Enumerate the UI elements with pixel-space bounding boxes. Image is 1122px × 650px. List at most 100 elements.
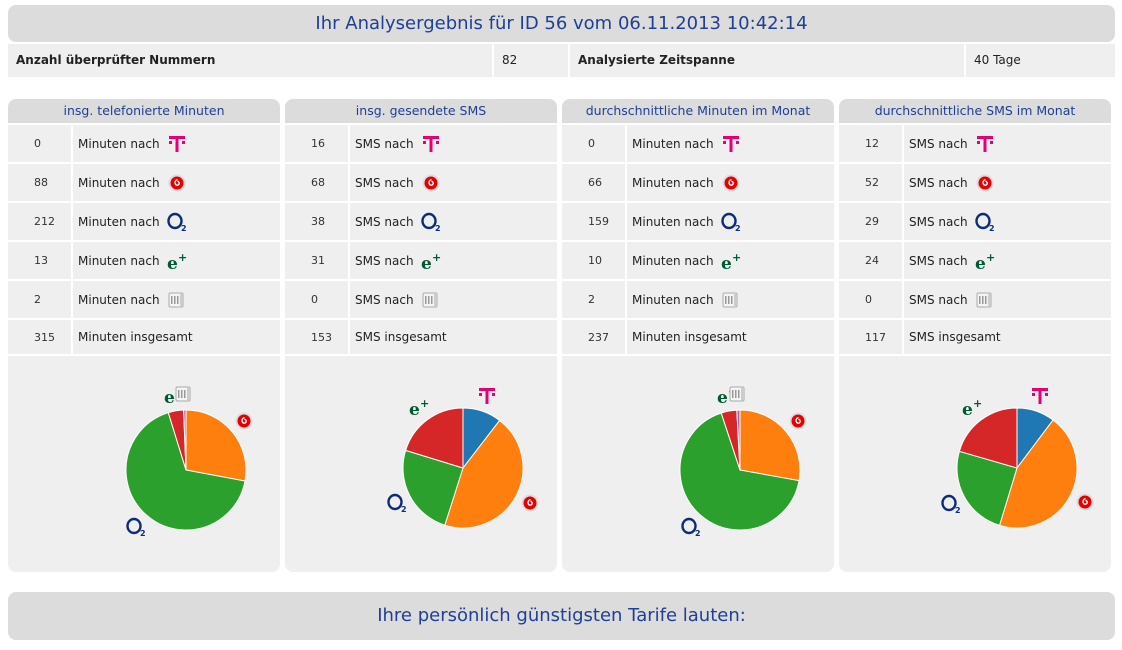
pie-chart: 2e+ xyxy=(8,354,280,572)
row-label: Minuten nach xyxy=(78,253,160,268)
row-label-cell: SMS nach e + xyxy=(904,242,1111,279)
table-row: 0 SMS nach xyxy=(285,279,557,318)
pie-chart-svg: 2e+ xyxy=(125,385,256,537)
pie-slice-eplus xyxy=(405,407,464,469)
row-label: Minuten nach xyxy=(78,292,160,307)
pie-chart-svg: 2 e+ xyxy=(940,386,1097,529)
row-value: 16 xyxy=(285,125,350,162)
svg-text:2: 2 xyxy=(955,506,961,514)
pie-slice-o2 xyxy=(679,412,800,531)
vodafone-icon xyxy=(166,173,188,193)
row-label-cell: Minuten nach xyxy=(627,164,834,201)
vodafone-icon xyxy=(720,173,742,193)
pie-slice-vodafone xyxy=(739,409,801,482)
row-label: Minuten nach xyxy=(632,292,714,307)
total-row: 153 SMS insgesamt xyxy=(285,318,557,354)
row-label-cell: SMS nach xyxy=(904,125,1111,162)
vodafone-icon xyxy=(974,173,996,193)
total-label-cell: SMS insgesamt xyxy=(904,320,1111,354)
table-row: 52 SMS nach xyxy=(839,162,1111,201)
pie-label-vodafone xyxy=(1075,492,1097,512)
svg-text:2: 2 xyxy=(989,224,995,232)
row-label: Minuten nach xyxy=(78,136,160,151)
total-label-cell: SMS insgesamt xyxy=(350,320,557,354)
landline-icon xyxy=(420,290,442,310)
telekom-icon xyxy=(478,386,500,406)
pie-label-eplus: e+ xyxy=(409,397,429,417)
total-label-cell: Minuten insgesamt xyxy=(627,320,834,354)
telekom-icon xyxy=(420,134,442,154)
total-value: 315 xyxy=(8,320,73,354)
row-label-cell: Minuten nach 2 xyxy=(627,203,834,240)
stats-column: insg. gesendete SMS 16 SMS nach 68 SMS nach 3… xyxy=(285,99,557,572)
row-label: SMS nach xyxy=(355,175,414,190)
telekom-icon xyxy=(720,134,742,154)
pie-label-landline xyxy=(729,386,745,402)
row-label: SMS nach xyxy=(909,136,968,151)
row-value: 2 xyxy=(562,281,627,318)
landline-icon xyxy=(974,290,996,310)
eplus-icon: e+ xyxy=(720,251,742,271)
row-label: SMS nach xyxy=(355,214,414,229)
row-label: SMS nach xyxy=(909,214,968,229)
pie-label-vodafone xyxy=(789,412,807,430)
table-row: 66 Minuten nach xyxy=(562,162,834,201)
total-value: 153 xyxy=(285,320,350,354)
svg-text:e: e xyxy=(409,400,420,417)
row-label-cell: SMS nach xyxy=(904,281,1111,318)
landline-icon xyxy=(720,290,742,310)
o2-icon: 2 xyxy=(940,494,962,514)
row-label-cell: Minuten nach 2 xyxy=(73,203,280,240)
total-label: Minuten insgesamt xyxy=(632,330,747,344)
row-label-cell: SMS nach 2 xyxy=(350,203,557,240)
row-label: Minuten nach xyxy=(632,136,714,151)
o2-icon: 2 xyxy=(420,212,442,232)
table-row: 0 SMS nach xyxy=(839,279,1111,318)
row-value: 212 xyxy=(8,203,73,240)
table-row: 38 SMS nach 2 xyxy=(285,201,557,240)
row-value: 66 xyxy=(562,164,627,201)
cheapest-tariffs-heading: Ihre persönlich günstigsten Tarife laute… xyxy=(8,592,1115,640)
page-title: Ihr Analysergebnis für ID 56 vom 06.11.2… xyxy=(8,5,1115,42)
row-label: SMS nach xyxy=(355,253,414,268)
row-label-cell: Minuten nach xyxy=(627,125,834,162)
total-row: 237 Minuten insgesamt xyxy=(562,318,834,354)
o2-icon: 2 xyxy=(720,212,742,232)
time-span-label: Analysierte Zeitspanne xyxy=(570,44,966,77)
table-row: 24 SMS nach e + xyxy=(839,240,1111,279)
row-value: 24 xyxy=(839,242,904,279)
row-label: SMS nach xyxy=(909,292,968,307)
table-row: 0 Minuten nach xyxy=(562,123,834,162)
table-row: 16 SMS nach xyxy=(285,123,557,162)
telekom-icon xyxy=(1031,386,1053,406)
vodafone-icon xyxy=(1075,492,1097,512)
table-row: 31 SMS nach e + xyxy=(285,240,557,279)
pie-label-o2: 2 xyxy=(386,494,406,513)
checked-numbers-label: Anzahl überprüfter Nummern xyxy=(8,44,494,77)
table-row: 159 Minuten nach 2 xyxy=(562,201,834,240)
row-label-cell: Minuten nach e + xyxy=(73,242,280,279)
row-value: 0 xyxy=(839,281,904,318)
row-value: 68 xyxy=(285,164,350,201)
eplus-icon: e+ xyxy=(961,397,983,417)
pie-chart: 2 e+ xyxy=(285,354,557,572)
pie-label-telekom xyxy=(478,386,500,406)
eplus-icon: e+ xyxy=(974,251,996,271)
total-value: 117 xyxy=(839,320,904,354)
total-value: 237 xyxy=(562,320,627,354)
svg-text:2: 2 xyxy=(140,529,146,537)
row-value: 0 xyxy=(285,281,350,318)
svg-text:+: + xyxy=(986,251,995,264)
svg-text:+: + xyxy=(973,397,982,410)
svg-text:e: e xyxy=(421,254,432,271)
pie-slice-o2 xyxy=(402,449,464,526)
row-label: Minuten nach xyxy=(632,214,714,229)
row-label-cell: Minuten nach e + xyxy=(627,242,834,279)
row-value: 29 xyxy=(839,203,904,240)
time-span-value: 40 Tage xyxy=(966,44,1115,77)
row-label-cell: Minuten nach xyxy=(73,281,280,318)
svg-text:2: 2 xyxy=(695,529,701,537)
vodafone-icon xyxy=(234,411,256,431)
pie-slice-o2 xyxy=(125,412,246,531)
row-label-cell: SMS nach xyxy=(904,164,1111,201)
